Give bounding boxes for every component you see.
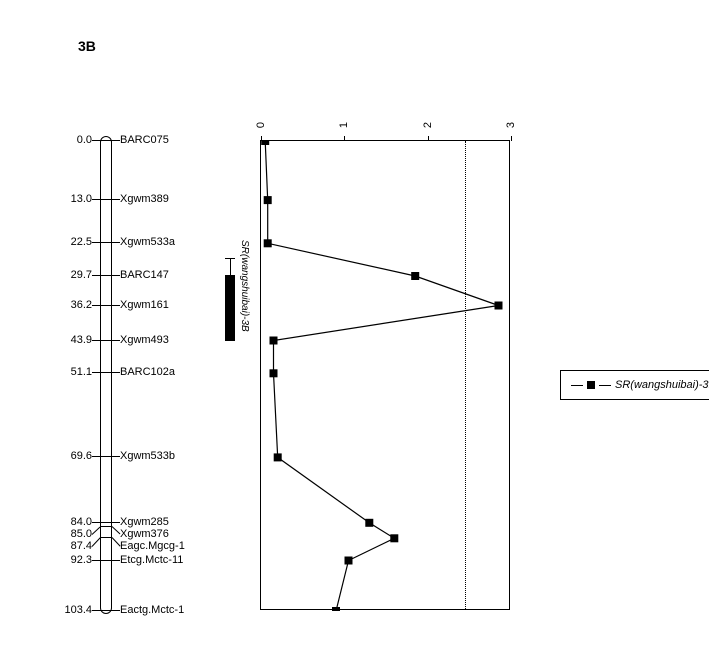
position-label: 103.4 (52, 604, 92, 616)
tick-line (92, 242, 100, 243)
marker-label: Xgwm493 (120, 334, 169, 346)
series-marker (270, 369, 278, 377)
tick-line (92, 275, 100, 276)
marker-label: Xgwm533a (120, 236, 175, 248)
chrom-tick (100, 305, 112, 306)
chromosome-bar (100, 136, 112, 614)
position-label: 87.4 (52, 540, 92, 552)
marker-label: Xgwm533b (120, 450, 175, 462)
tick-line (92, 199, 100, 200)
chrom-tick (100, 526, 112, 527)
tick-line (112, 242, 120, 243)
chrom-tick (100, 140, 112, 141)
series-marker (411, 272, 419, 280)
marker-label: Xgwm161 (120, 299, 169, 311)
chrom-tick (100, 275, 112, 276)
legend-label: SR(wangshuibai)-3B (615, 379, 709, 391)
legend: SR(wangshuibai)-3B (560, 370, 709, 400)
chrom-tick (100, 340, 112, 341)
position-label: 13.0 (52, 193, 92, 205)
series-marker (332, 607, 340, 611)
legend-line-left (571, 385, 583, 386)
chrom-tick (100, 199, 112, 200)
position-label: 43.9 (52, 334, 92, 346)
tick-line (92, 372, 100, 373)
chrom-tick (100, 372, 112, 373)
axis-tick-label: 0 (255, 122, 267, 128)
lod-chart: 0123 (260, 140, 510, 610)
tick-line (112, 560, 120, 561)
qtl-cap (225, 340, 235, 341)
chrom-tick (100, 456, 112, 457)
axis-tick-label: 2 (422, 122, 434, 128)
tick-line (92, 340, 100, 341)
tick-line (112, 456, 120, 457)
lod-series-line (261, 141, 511, 611)
position-label: 36.2 (52, 299, 92, 311)
tick-line (92, 610, 100, 611)
position-label: 84.0 (52, 516, 92, 528)
position-label: 69.6 (52, 450, 92, 462)
position-label: 22.5 (52, 236, 92, 248)
tick-line (112, 372, 120, 373)
qtl-bar (225, 275, 235, 340)
axis-tick-label: 1 (338, 122, 350, 128)
series-marker (261, 141, 269, 145)
series-marker (274, 453, 282, 461)
marker-label: BARC102a (120, 366, 175, 378)
tick-line (92, 560, 100, 561)
marker-label: BARC075 (120, 134, 169, 146)
position-label: 0.0 (52, 134, 92, 146)
chrom-tick (100, 610, 112, 611)
tick-line (112, 522, 120, 523)
marker-label: Xgwm389 (120, 193, 169, 205)
position-label: 92.3 (52, 554, 92, 566)
tick-line (92, 305, 100, 306)
chrom-tick (100, 242, 112, 243)
series-marker (495, 302, 503, 310)
marker-label: Eagc.Mgcg-1 (120, 540, 185, 552)
position-label: 51.1 (52, 366, 92, 378)
marker-label: Xgwm285 (120, 516, 169, 528)
series-marker (345, 557, 353, 565)
tick-line (92, 140, 100, 141)
marker-label: Eactg.Mctc-1 (120, 604, 184, 616)
marker-label: Etcg.Mctc-11 (120, 554, 183, 566)
chart-title: 3B (78, 38, 96, 54)
qtl-cap (225, 258, 235, 259)
position-label: 85.0 (52, 528, 92, 540)
tick-line (112, 199, 120, 200)
axis-tick-mark (344, 136, 345, 141)
legend-line-right (599, 385, 611, 386)
legend-marker-icon (587, 381, 595, 389)
series-marker (264, 239, 272, 247)
series-marker (264, 196, 272, 204)
tick-line (92, 522, 100, 523)
axis-tick-mark (511, 136, 512, 141)
marker-label: BARC147 (120, 269, 169, 281)
axis-tick-mark (261, 136, 262, 141)
axis-tick-mark (428, 136, 429, 141)
chrom-tick (100, 537, 112, 538)
series-marker (365, 519, 373, 527)
chrom-tick (100, 560, 112, 561)
tick-line (112, 340, 120, 341)
tick-line (92, 456, 100, 457)
tick-line (112, 140, 120, 141)
tick-line (112, 610, 120, 611)
axis-tick-label: 3 (505, 122, 517, 128)
chrom-tick (100, 522, 112, 523)
tick-line (112, 275, 120, 276)
series-marker (270, 337, 278, 345)
position-label: 29.7 (52, 269, 92, 281)
series-marker (390, 534, 398, 542)
marker-label: Xgwm376 (120, 528, 169, 540)
series-line (265, 141, 498, 611)
tick-line (112, 305, 120, 306)
qtl-label: SR(wangshuibai)-3B (239, 240, 250, 332)
